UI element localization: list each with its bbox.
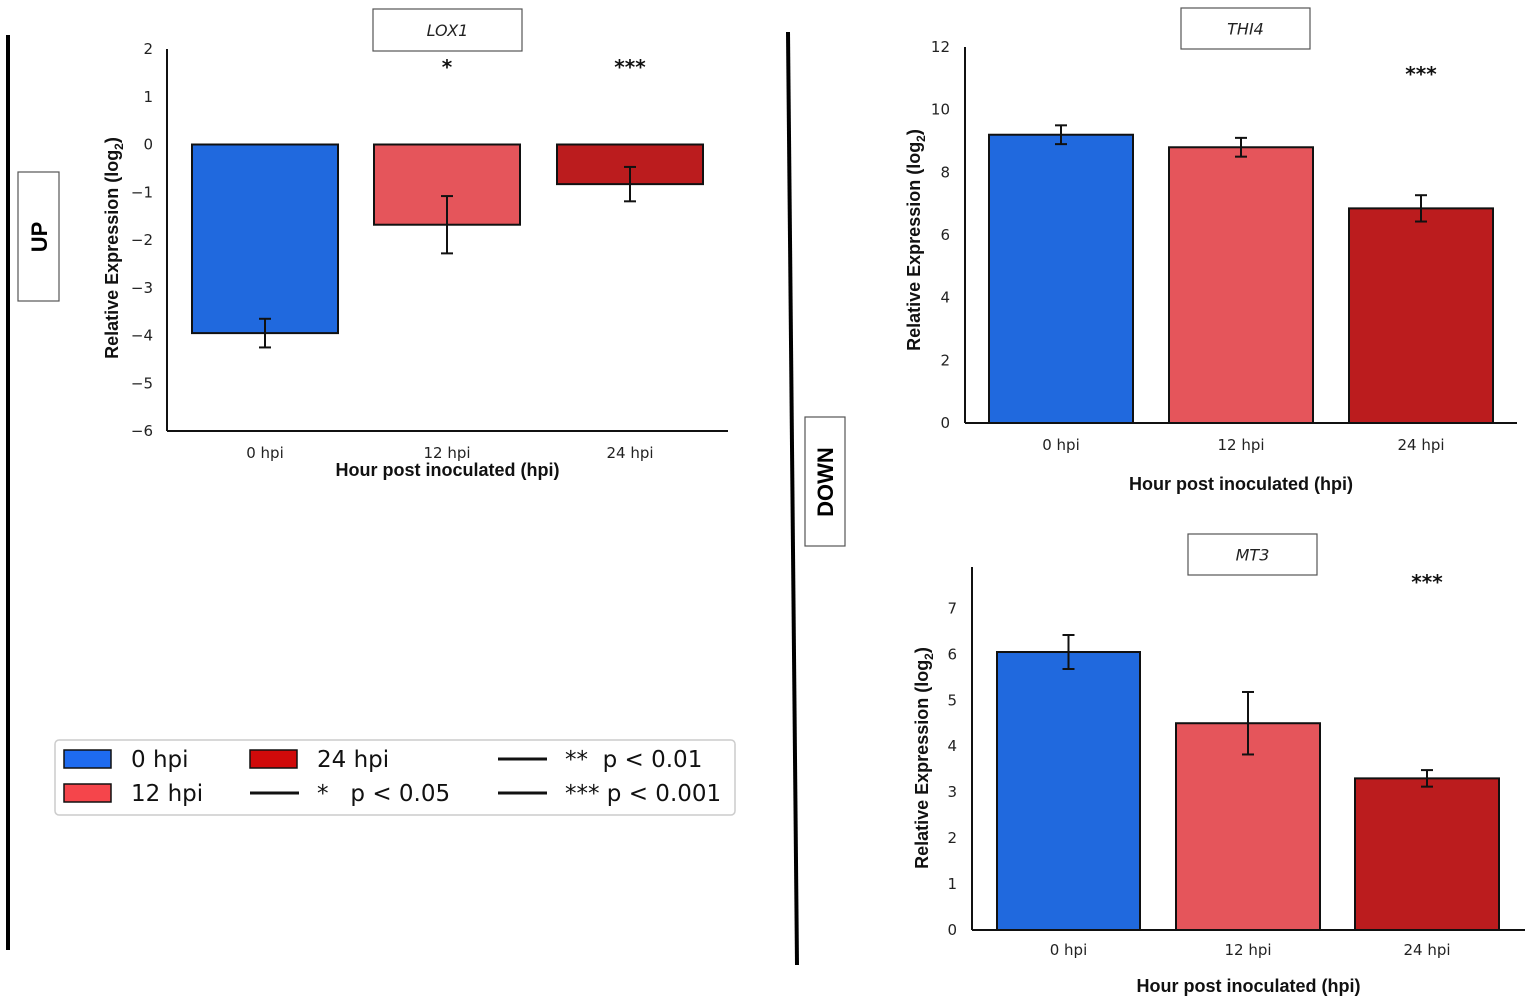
y-tick-label: 4	[947, 737, 957, 755]
chart-thi4: THI4 0 hpi 12 hpi *** 24 hpi 0 2 4 6 8 10 12 Hour po…	[904, 7, 1517, 494]
bar-24-hpi	[1348, 207, 1494, 424]
legend-item: 0 hpi	[63, 747, 189, 773]
legend-swatch	[63, 783, 112, 803]
y-tick-label: 6	[940, 226, 950, 244]
x-axis-label: Hour post inoculated (hpi)	[1137, 976, 1361, 996]
x-axis-label: Hour post inoculated (hpi)	[1129, 474, 1353, 494]
x-tick-label: 0 hpi	[1050, 941, 1088, 959]
x-tick-label: 12 hpi	[1217, 436, 1264, 454]
error-bar	[1235, 136, 1247, 158]
y-tick-label: 2	[940, 351, 950, 369]
error-bar	[1055, 124, 1067, 146]
significance-marker: *	[442, 55, 453, 79]
y-tick-label: −5	[131, 374, 153, 392]
legend: 0 hpi 12 hpi 24 hpi * p < 0.05 ** p < 0.01 **…	[54, 739, 736, 816]
significance-marker: ***	[614, 55, 646, 79]
y-tick-label: 2	[947, 829, 957, 847]
bar-12-hpi	[1168, 146, 1314, 424]
y-tick-label: −1	[131, 183, 153, 201]
x-tick-label: 24 hpi	[1397, 436, 1444, 454]
y-tick-label: −2	[131, 231, 153, 249]
y-tick-label: 0	[940, 414, 950, 432]
bar-12-hpi	[1175, 722, 1321, 931]
y-tick-label: −6	[131, 422, 153, 440]
legend-label: * p < 0.05	[317, 781, 450, 807]
y-tick-label: 10	[931, 101, 950, 119]
error-bar	[1415, 194, 1427, 223]
error-bar	[441, 195, 453, 255]
chart-title-box: THI4	[1180, 7, 1311, 50]
bar-0-hpi	[996, 651, 1141, 932]
y-tick-label: 0	[143, 136, 153, 154]
error-bar	[259, 317, 271, 349]
legend-frame	[54, 739, 736, 816]
x-axis-label: Hour post inoculated (hpi)	[336, 460, 560, 480]
y-tick-label: 0	[947, 921, 957, 939]
error-bar	[1421, 769, 1433, 788]
x-tick-label: 12 hpi	[423, 444, 470, 462]
center-divider-line	[786, 31, 799, 966]
down-group-label: DOWN	[813, 447, 838, 517]
y-tick-label: −3	[131, 279, 153, 297]
y-tick-label: 4	[940, 289, 950, 307]
legend-label: *** p < 0.001	[565, 781, 721, 807]
y-axis-label: Relative Expression (log2)	[912, 647, 936, 869]
x-tick-label: 24 hpi	[1403, 941, 1450, 959]
chart-title-box: LOX1	[372, 8, 523, 52]
chart-title: THI4	[1227, 20, 1264, 39]
legend-item: ** p < 0.01	[498, 747, 702, 773]
legend-swatch	[249, 749, 298, 769]
significance-marker: ***	[1405, 62, 1437, 86]
y-tick-label: 3	[947, 783, 957, 801]
up-group-label-box: UP	[17, 171, 60, 302]
chart-mt3: MT3 0 hpi 12 hpi *** 24 hpi 0 1 2 3 4 5 6 7 Hour post…	[912, 533, 1525, 996]
chart-title: MT3	[1236, 546, 1270, 565]
legend-swatch	[63, 749, 112, 769]
y-tick-label: 5	[947, 691, 957, 709]
y-tick-label: 2	[143, 40, 153, 58]
error-bar	[624, 165, 636, 203]
error-bar	[1062, 634, 1075, 671]
bar-0-hpi	[191, 143, 339, 335]
error-bar	[1242, 690, 1254, 756]
legend-item: *** p < 0.001	[498, 781, 721, 807]
x-tick-label: 24 hpi	[606, 444, 653, 462]
chart-lox1: LOX1 0 hpi * 12 hpi *** 24 hpi 2 1 0 −1 −2 −3 −4 −5 −6…	[102, 8, 728, 480]
legend-item: * p < 0.05	[250, 781, 450, 807]
legend-label: ** p < 0.01	[565, 747, 702, 773]
significance-marker: ***	[1411, 570, 1443, 594]
y-tick-label: 1	[143, 88, 153, 106]
y-tick-label: 12	[931, 38, 950, 56]
y-axis-label: Relative Expression (log2)	[904, 129, 928, 351]
down-group-label-box: DOWN	[804, 416, 846, 547]
legend-item: 12 hpi	[63, 781, 203, 807]
x-tick-label: 0 hpi	[1042, 436, 1080, 454]
chart-title-box: MT3	[1187, 533, 1318, 576]
legend-label: 24 hpi	[317, 747, 389, 773]
y-tick-label: 7	[947, 599, 957, 617]
bar-24-hpi	[1354, 777, 1500, 931]
bar-0-hpi	[988, 133, 1134, 424]
y-tick-label: 6	[947, 645, 957, 663]
y-tick-label: 1	[947, 875, 957, 893]
legend-item: 24 hpi	[249, 747, 389, 773]
y-tick-label: −4	[131, 327, 153, 345]
y-tick-label: 8	[940, 163, 950, 181]
legend-label: 12 hpi	[131, 781, 203, 807]
legend-label: 0 hpi	[131, 747, 189, 773]
x-tick-label: 12 hpi	[1224, 941, 1271, 959]
y-axis-label: Relative Expression (log2)	[102, 137, 126, 359]
x-tick-label: 0 hpi	[246, 444, 284, 462]
chart-title: LOX1	[427, 21, 469, 40]
up-group-label: UP	[27, 222, 52, 253]
